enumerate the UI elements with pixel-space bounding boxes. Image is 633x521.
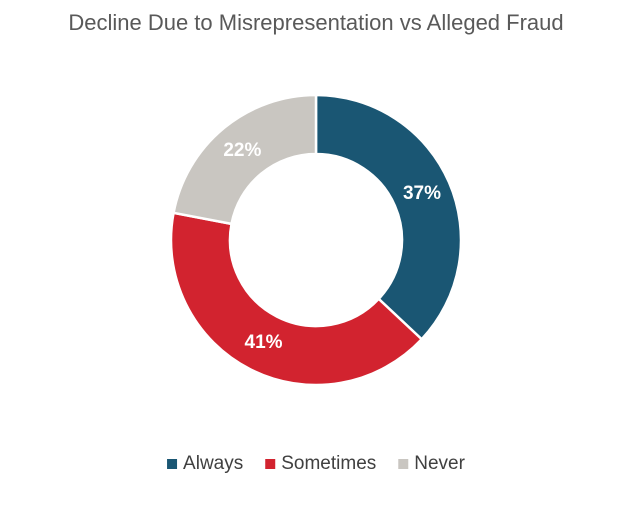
- value-label: 22%: [223, 140, 261, 161]
- donut-slice: [169, 211, 424, 387]
- donut-slice: [314, 93, 463, 342]
- legend-swatch: [398, 459, 409, 469]
- value-label: 41%: [245, 332, 283, 353]
- legend-label: Sometimes: [281, 453, 376, 474]
- value-label: 37%: [403, 183, 441, 204]
- legend-swatch: [167, 459, 178, 469]
- legend-label: Never: [414, 453, 465, 474]
- donut-slice: [172, 93, 318, 226]
- chart-title: Decline Due to Misrepresentation vs Alle…: [68, 10, 563, 35]
- legend-label: Always: [183, 453, 243, 474]
- legend-swatch: [265, 459, 276, 469]
